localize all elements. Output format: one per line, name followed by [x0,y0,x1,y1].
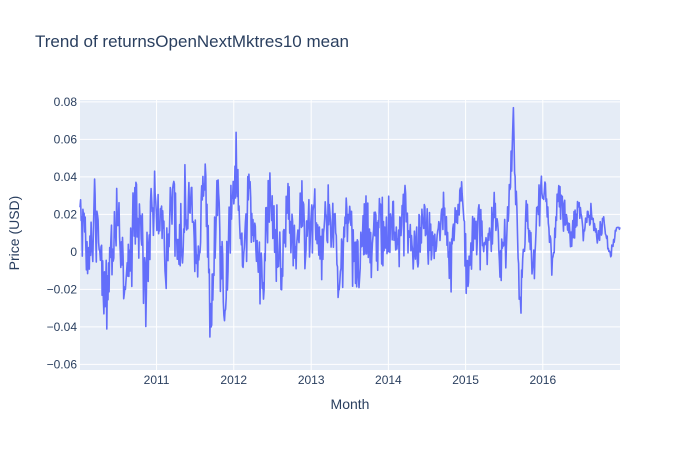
grid-lines [80,100,620,370]
series-line [79,106,621,338]
y-tick-label: −0.06 [47,357,78,371]
x-axis-label: Month [330,396,370,412]
y-tick-label: 0.04 [54,170,78,184]
series-layer [79,106,621,338]
x-tick-label: 2016 [529,373,556,387]
x-tick-label: 2011 [144,373,170,387]
y-tick-label: −0.02 [47,282,78,296]
x-axis-ticks: 2011 2012 2013 2014 2015 2016 [144,373,557,387]
y-tick-label: 0.08 [54,95,78,109]
x-tick-label: 2015 [452,373,479,387]
x-tick-label: 2013 [298,373,325,387]
y-tick-label: −0.04 [47,320,78,334]
y-tick-label: 0.06 [54,132,78,146]
plot-background [80,100,620,370]
y-tick-label: 0 [70,245,77,259]
y-tick-label: 0.02 [54,207,78,221]
chart-title: Trend of returnsOpenNextMktres10 mean [35,32,350,51]
x-tick-label: 2014 [375,373,402,387]
y-axis-ticks: −0.06 −0.04 −0.02 0 0.02 0.04 0.06 0.08 [47,95,78,372]
x-tick-label: 2012 [220,373,247,387]
